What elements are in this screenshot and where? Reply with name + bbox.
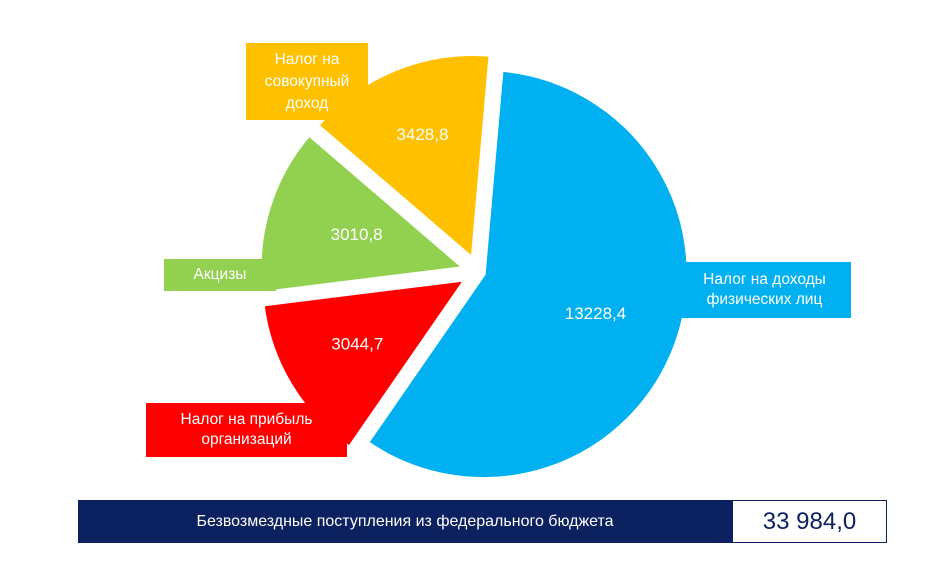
legend-aggregate-income-label: Налог на совокупный доход: [264, 50, 350, 112]
legend-excise-label: Акцизы: [193, 266, 247, 283]
slice-excise-value-label: 3010,8: [331, 225, 383, 244]
legend-profit-tax: Налог на прибыль организаций: [146, 403, 347, 457]
federal-transfers-value: 33 984,0: [731, 501, 886, 542]
slice-aggregate-income-value-label: 3428,8: [396, 125, 448, 144]
slice-profit-tax-value-label: 3044,7: [331, 335, 383, 354]
legend-excise: Акцизы: [164, 259, 276, 291]
legend-profit-tax-label: Налог на прибыль организаций: [180, 411, 313, 448]
pie-chart: 13228,4 3044,7 3010,8 3428,8: [257, 52, 691, 481]
legend-personal-income-tax-label: Налог на доходы физических лиц: [703, 271, 826, 308]
legend-aggregate-income: Налог на совокупный доход: [246, 43, 368, 120]
slice-personal-income-tax: [364, 67, 691, 481]
federal-transfers-label: Безвозмездные поступления из федеральног…: [79, 501, 731, 542]
federal-transfers-summary: Безвозмездные поступления из федеральног…: [78, 500, 887, 543]
slice-personal-income-tax-value-label: 13228,4: [565, 304, 626, 323]
legend-personal-income-tax: Налог на доходы физических лиц: [678, 262, 851, 318]
